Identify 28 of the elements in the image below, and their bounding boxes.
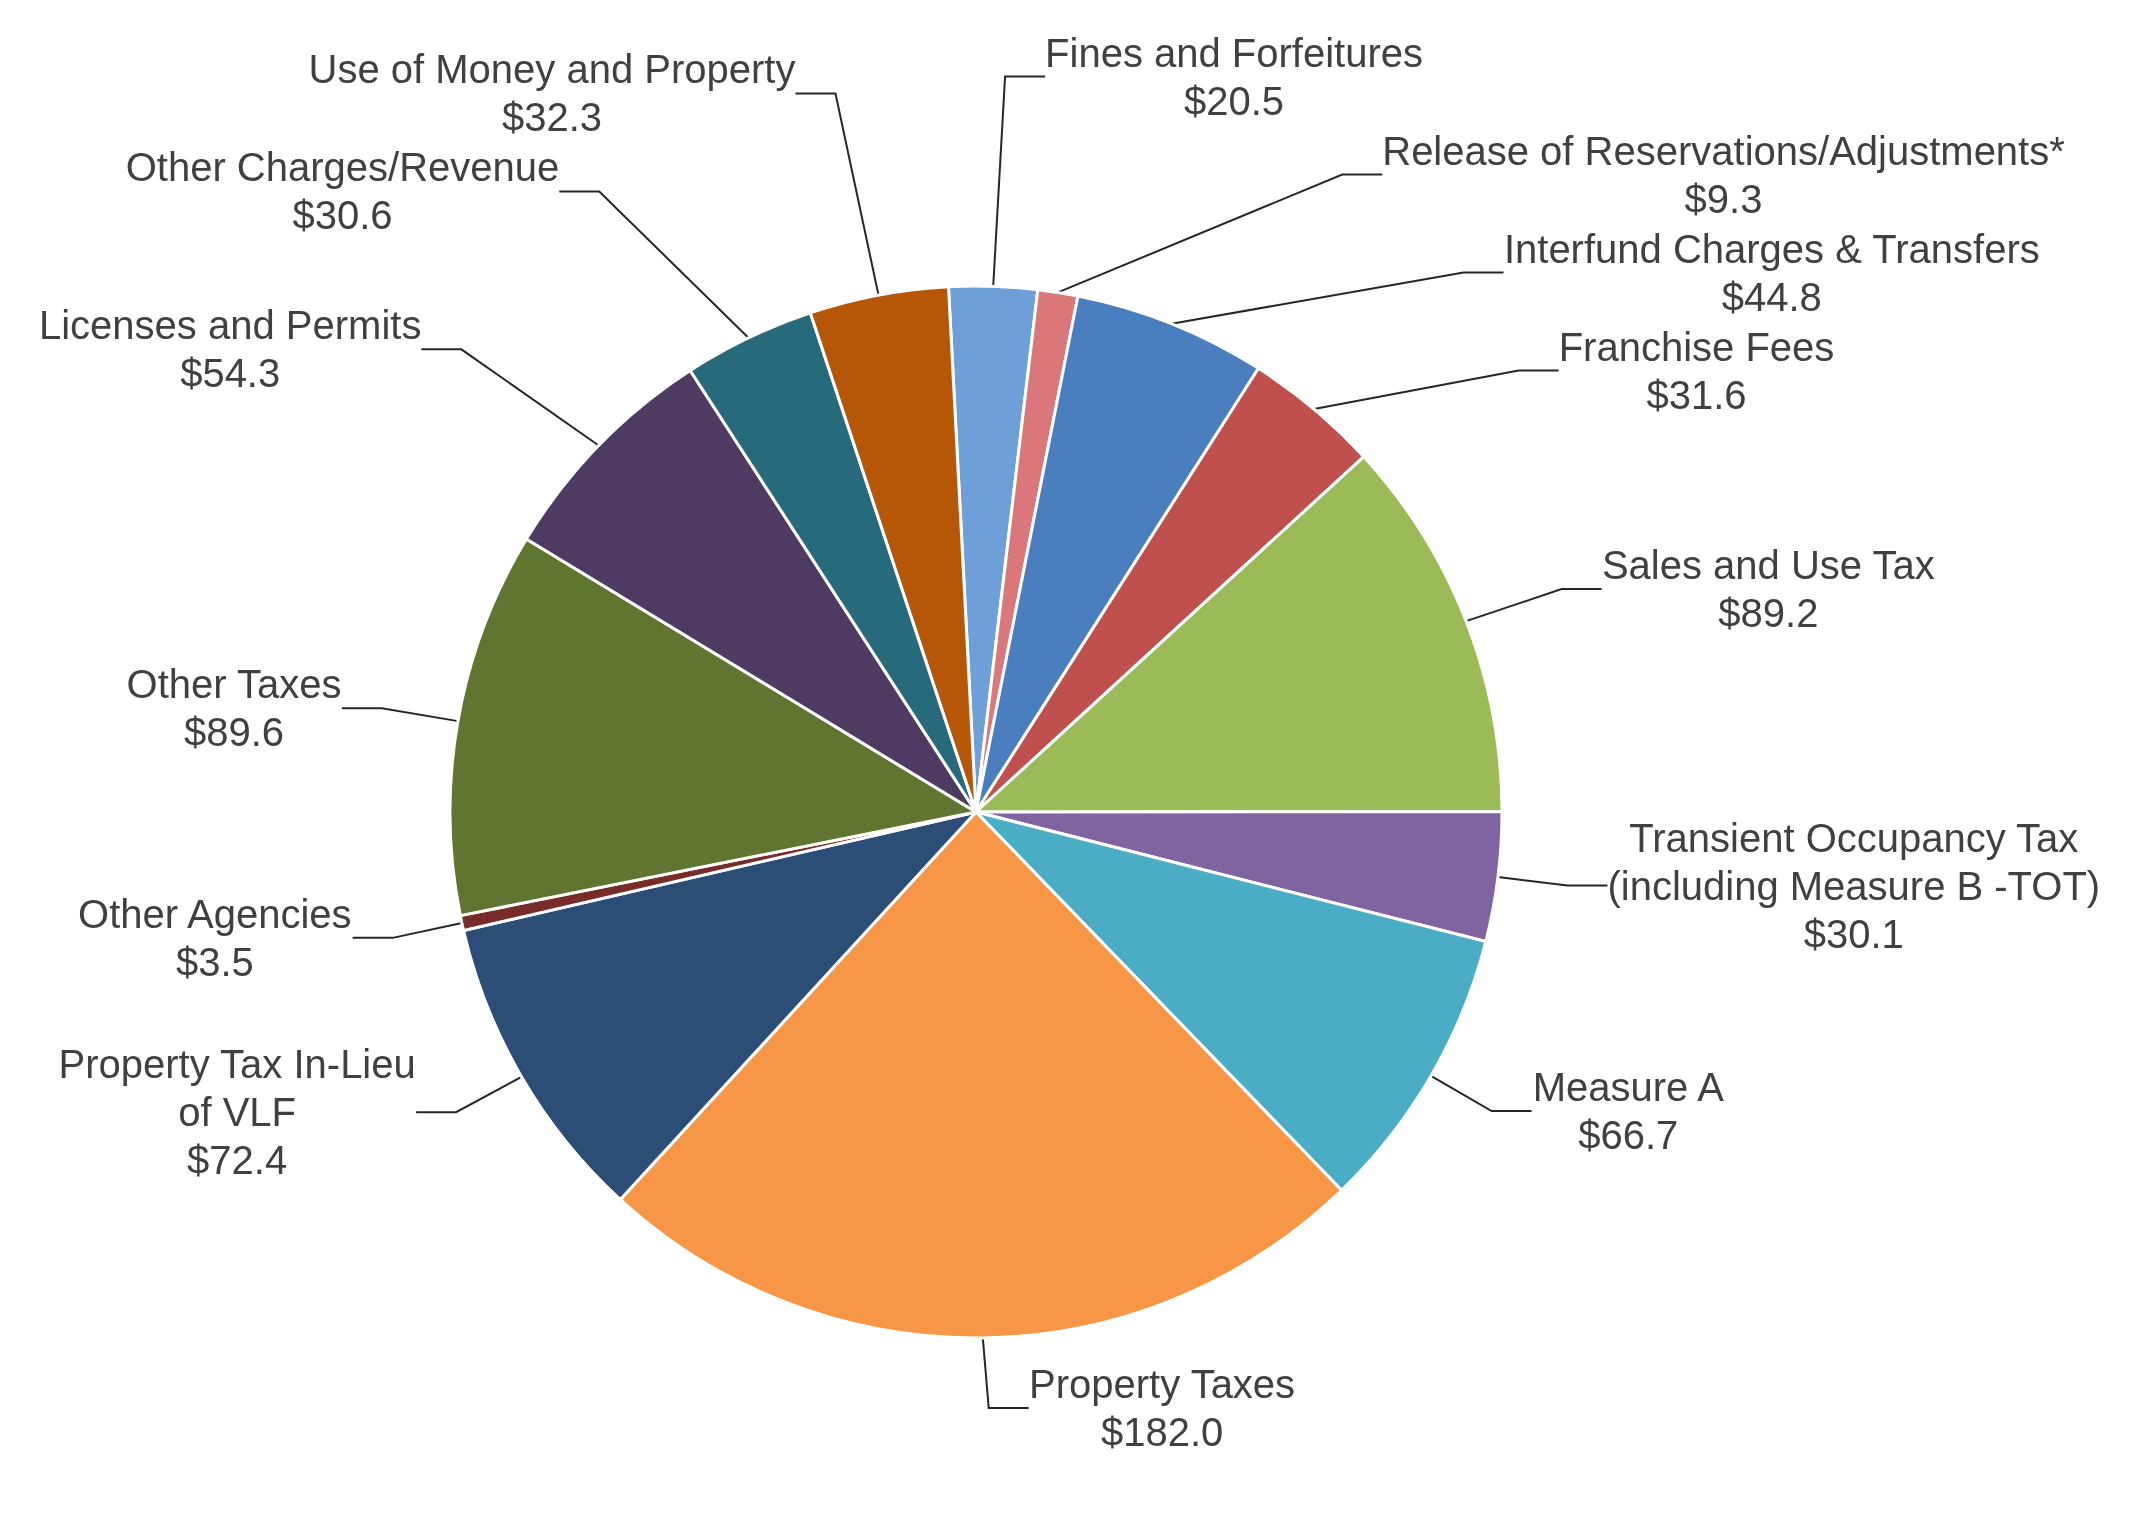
slice-label: Licenses and Permits bbox=[38, 303, 422, 348]
slice-label: Use of Money and Property bbox=[308, 47, 796, 92]
data-label: $89.6 bbox=[183, 710, 285, 755]
data-label: $89.2 bbox=[1718, 591, 1819, 636]
data-label: $44.8 bbox=[1721, 274, 1822, 319]
slice-label: Other Agencies bbox=[78, 891, 352, 936]
data-label: $30.6 bbox=[292, 193, 393, 238]
slice-label: Interfund Charges & Transfers bbox=[1503, 226, 2040, 271]
data-label: $66.7 bbox=[1578, 1113, 1679, 1158]
slice-label: Franchise Fees bbox=[1558, 324, 1835, 369]
data-label: $3.5 bbox=[175, 939, 254, 984]
data-label: $30.1 bbox=[1803, 911, 1904, 956]
data-label: $32.3 bbox=[501, 95, 603, 140]
slice-label: Fines and Forfeitures bbox=[1045, 30, 1424, 75]
slice-label: Other Charges/Revenue bbox=[125, 145, 560, 190]
data-label: $182.0 bbox=[1100, 1409, 1224, 1454]
slice-label: Property Taxes bbox=[1029, 1361, 1296, 1406]
data-label: $9.3 bbox=[1684, 176, 1763, 221]
slice-label: Property Tax In-Lieu of VLF bbox=[58, 1042, 416, 1135]
slice-label: Release of Reservations/Adjustments* bbox=[1382, 128, 2065, 173]
slice-label: Other Taxes bbox=[126, 662, 342, 707]
data-label: $72.4 bbox=[187, 1138, 288, 1183]
data-label: $54.3 bbox=[180, 351, 281, 396]
slice-label: Transient Occupancy Tax (including Measure B -TOT) bbox=[1607, 815, 2101, 908]
slice-label: Measure A bbox=[1532, 1065, 1725, 1110]
slice-label: Sales and Use Tax bbox=[1601, 543, 1935, 588]
data-label: $31.6 bbox=[1646, 372, 1747, 417]
data-label: $20.5 bbox=[1184, 78, 1285, 123]
